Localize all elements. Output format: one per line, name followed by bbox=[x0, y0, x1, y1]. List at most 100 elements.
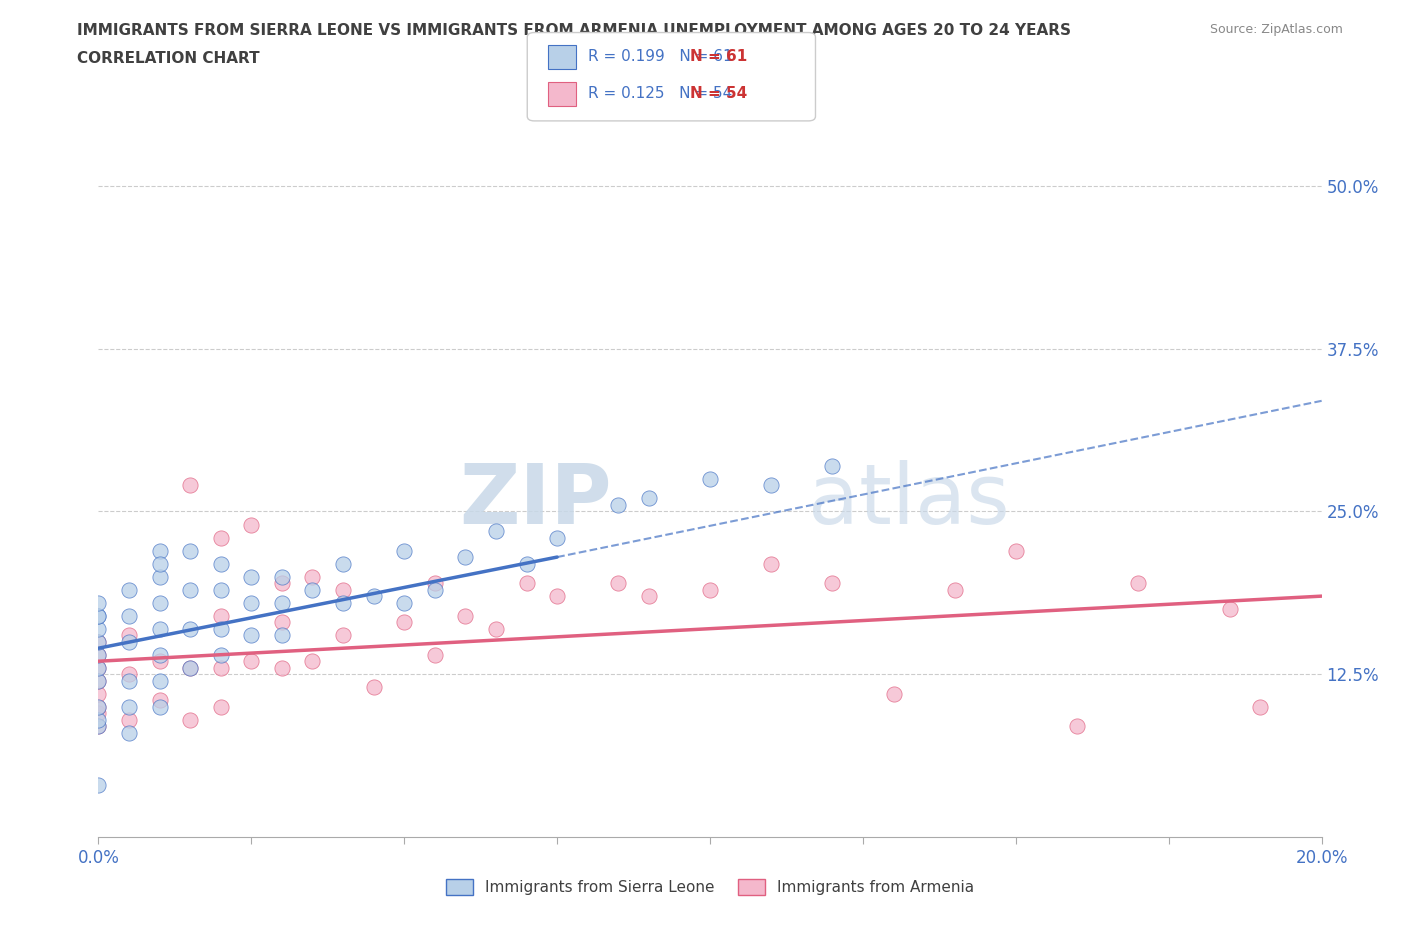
Point bbox=[821, 458, 844, 473]
Point bbox=[87, 608, 110, 623]
Point bbox=[637, 491, 661, 506]
Point bbox=[546, 589, 568, 604]
Point bbox=[423, 647, 446, 662]
Point bbox=[209, 647, 232, 662]
Point bbox=[149, 621, 172, 636]
Text: R = 0.199   N = 61: R = 0.199 N = 61 bbox=[588, 48, 733, 64]
Point bbox=[118, 582, 141, 597]
Point bbox=[270, 576, 292, 591]
Point bbox=[87, 719, 110, 734]
Point bbox=[332, 628, 354, 643]
Point bbox=[301, 654, 323, 669]
Point bbox=[240, 654, 263, 669]
Text: CORRELATION CHART: CORRELATION CHART bbox=[77, 51, 260, 66]
Point bbox=[423, 582, 446, 597]
Point bbox=[883, 686, 905, 701]
Point bbox=[149, 595, 172, 610]
Point bbox=[332, 556, 354, 571]
Point bbox=[363, 589, 385, 604]
Point bbox=[943, 582, 966, 597]
Point bbox=[759, 478, 782, 493]
Point bbox=[87, 712, 110, 727]
Point bbox=[209, 699, 232, 714]
Point bbox=[87, 660, 110, 675]
Point bbox=[179, 621, 201, 636]
Point bbox=[118, 673, 141, 688]
Point bbox=[118, 667, 141, 682]
Point bbox=[149, 647, 172, 662]
Point bbox=[1128, 576, 1150, 591]
Point bbox=[118, 725, 141, 740]
Point bbox=[118, 712, 141, 727]
Text: atlas: atlas bbox=[808, 460, 1010, 541]
Point bbox=[546, 530, 568, 545]
Point bbox=[87, 634, 110, 649]
Point bbox=[332, 595, 354, 610]
Legend: Immigrants from Sierra Leone, Immigrants from Armenia: Immigrants from Sierra Leone, Immigrants… bbox=[440, 872, 980, 901]
Point bbox=[149, 556, 172, 571]
Point bbox=[270, 660, 292, 675]
Point bbox=[87, 706, 110, 721]
Point bbox=[270, 615, 292, 630]
Point bbox=[87, 719, 110, 734]
Point bbox=[637, 589, 661, 604]
Text: N = 61: N = 61 bbox=[690, 48, 748, 64]
Point bbox=[87, 699, 110, 714]
Point bbox=[759, 556, 782, 571]
Point bbox=[485, 621, 508, 636]
Point bbox=[1004, 543, 1026, 558]
Point bbox=[179, 660, 201, 675]
Point bbox=[118, 634, 141, 649]
Point bbox=[149, 543, 172, 558]
Point bbox=[87, 686, 110, 701]
Point bbox=[240, 569, 263, 584]
Point bbox=[87, 621, 110, 636]
Point bbox=[179, 712, 201, 727]
Point bbox=[209, 582, 232, 597]
Point bbox=[179, 478, 201, 493]
Point bbox=[392, 595, 416, 610]
Point bbox=[149, 673, 172, 688]
Point bbox=[87, 660, 110, 675]
Point bbox=[87, 777, 110, 792]
Point bbox=[87, 647, 110, 662]
Point bbox=[1219, 602, 1241, 617]
Point bbox=[1066, 719, 1088, 734]
Point bbox=[423, 576, 446, 591]
Point bbox=[1249, 699, 1271, 714]
Point bbox=[240, 595, 263, 610]
Point bbox=[87, 699, 110, 714]
Text: Source: ZipAtlas.com: Source: ZipAtlas.com bbox=[1209, 23, 1343, 36]
Point bbox=[392, 543, 416, 558]
Point bbox=[270, 595, 292, 610]
Text: ZIP: ZIP bbox=[460, 460, 612, 541]
Point bbox=[301, 569, 323, 584]
Point bbox=[87, 673, 110, 688]
Point bbox=[87, 673, 110, 688]
Point bbox=[87, 647, 110, 662]
Point bbox=[149, 654, 172, 669]
Point bbox=[821, 576, 844, 591]
Point bbox=[270, 628, 292, 643]
Point bbox=[209, 530, 232, 545]
Point bbox=[87, 608, 110, 623]
Point bbox=[607, 576, 630, 591]
Point bbox=[485, 524, 508, 538]
Point bbox=[87, 595, 110, 610]
Point bbox=[607, 498, 630, 512]
Point bbox=[240, 517, 263, 532]
Point bbox=[209, 608, 232, 623]
Point bbox=[209, 660, 232, 675]
Point bbox=[118, 628, 141, 643]
Point bbox=[270, 569, 292, 584]
Point bbox=[363, 680, 385, 695]
Point bbox=[118, 699, 141, 714]
Point bbox=[179, 660, 201, 675]
Point bbox=[209, 556, 232, 571]
Point bbox=[516, 576, 538, 591]
Point bbox=[149, 693, 172, 708]
Point bbox=[118, 608, 141, 623]
Point bbox=[179, 543, 201, 558]
Point bbox=[699, 582, 721, 597]
Text: IMMIGRANTS FROM SIERRA LEONE VS IMMIGRANTS FROM ARMENIA UNEMPLOYMENT AMONG AGES : IMMIGRANTS FROM SIERRA LEONE VS IMMIGRAN… bbox=[77, 23, 1071, 38]
